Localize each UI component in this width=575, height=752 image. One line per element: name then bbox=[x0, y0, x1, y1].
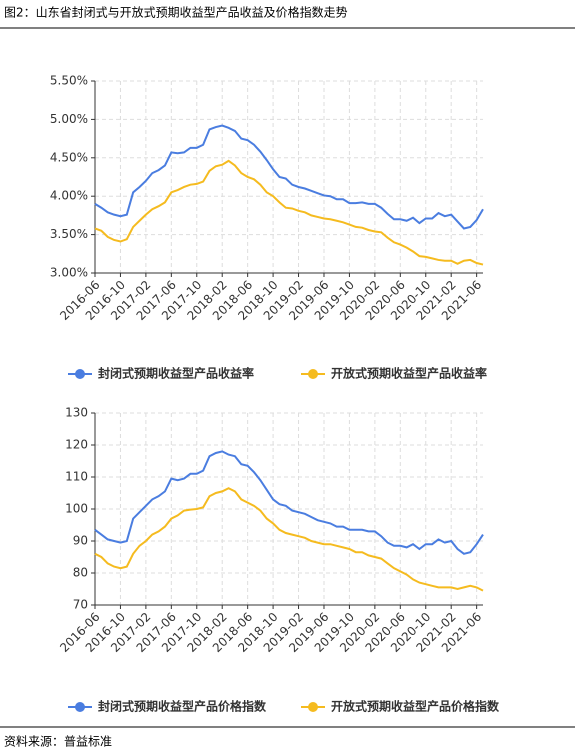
y-tick-label: 5.00% bbox=[50, 112, 88, 126]
legend-marker bbox=[308, 702, 318, 712]
legend-label: 开放式预期收益型产品收益率 bbox=[331, 366, 487, 381]
y-tick-label: 100 bbox=[65, 502, 88, 516]
legend-marker bbox=[308, 369, 318, 379]
legend-label: 封闭式预期收益型产品收益率 bbox=[98, 366, 254, 381]
series-line bbox=[94, 450, 484, 555]
y-tick-label: 120 bbox=[65, 438, 88, 452]
figure-title: 图2：山东省封闭式与开放式预期收益型产品收益及价格指数走势 bbox=[4, 5, 348, 20]
y-tick-label: 70 bbox=[73, 598, 88, 612]
series-line bbox=[94, 124, 484, 230]
y-tick-label: 4.50% bbox=[50, 150, 88, 164]
y-tick-label: 4.00% bbox=[50, 189, 88, 203]
series-line bbox=[94, 159, 484, 266]
y-tick-label: 80 bbox=[73, 566, 88, 580]
legend-label: 开放式预期收益型产品价格指数 bbox=[331, 699, 500, 714]
series-line bbox=[94, 487, 484, 592]
source: 资料来源：普益标准 bbox=[4, 735, 112, 749]
y-tick-label: 3.50% bbox=[50, 227, 88, 241]
y-tick-label: 5.50% bbox=[50, 74, 88, 88]
y-tick-label: 110 bbox=[65, 470, 88, 484]
y-tick-label: 3.00% bbox=[50, 266, 88, 280]
y-tick-label: 130 bbox=[65, 406, 88, 420]
legend-marker bbox=[75, 369, 85, 379]
legend-marker bbox=[75, 702, 85, 712]
legend-label: 封闭式预期收益型产品价格指数 bbox=[98, 699, 267, 714]
y-tick-label: 90 bbox=[73, 534, 88, 548]
